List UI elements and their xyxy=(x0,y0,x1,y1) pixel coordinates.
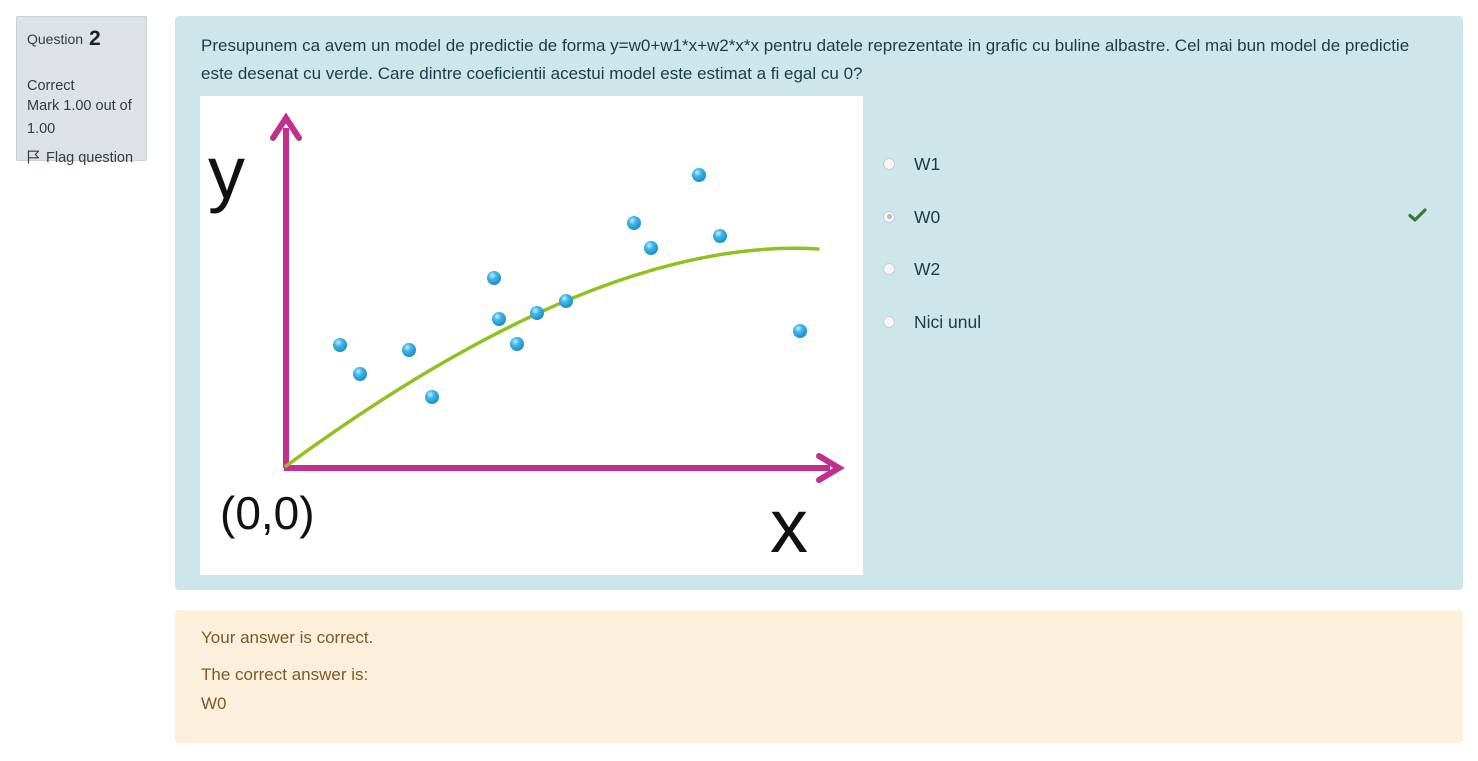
answer-option[interactable]: W1 xyxy=(883,150,1443,203)
data-point xyxy=(333,338,347,352)
x-axis-arrowhead xyxy=(816,453,845,483)
answer-radio[interactable] xyxy=(883,263,895,275)
answer-option-label: W2 xyxy=(914,259,941,279)
answer-radio[interactable] xyxy=(883,315,895,328)
model-curve xyxy=(284,246,820,468)
data-point xyxy=(510,337,524,351)
check-icon xyxy=(1408,207,1427,222)
x-axis-label: x xyxy=(770,484,808,569)
origin-label: (0,0) xyxy=(220,487,315,539)
question-number-value: 2 xyxy=(88,27,101,50)
regression-diagram: y (0,0) x xyxy=(208,112,845,569)
y-axis-arrowhead xyxy=(270,112,302,141)
data-point xyxy=(425,390,439,404)
y-axis-label: y xyxy=(208,131,245,214)
answer-option[interactable]: W0 xyxy=(883,203,1443,256)
answer-options: W1 W0 W2 Nici unul xyxy=(883,150,1443,360)
flag-icon xyxy=(27,150,40,164)
data-point xyxy=(559,294,573,308)
question-info: Question 2 Correct Mark 1.00 out of 1.00… xyxy=(16,16,147,166)
answer-option-label: Nici unul xyxy=(914,311,982,332)
flag-question-label: Flag question xyxy=(46,150,134,166)
right-answer-value: W0 xyxy=(201,694,227,713)
question-image: y (0,0) x xyxy=(200,96,863,575)
answer-option-label: W0 xyxy=(914,206,941,227)
data-point xyxy=(530,306,544,320)
data-point xyxy=(492,312,506,326)
question-label: Question xyxy=(27,31,84,47)
data-point xyxy=(627,216,641,230)
data-point xyxy=(644,241,658,255)
answer-option[interactable]: W2 xyxy=(883,255,1443,308)
data-point xyxy=(713,229,727,243)
data-point xyxy=(402,343,416,357)
feedback-text: Your answer is correct. xyxy=(201,628,374,647)
question-formulation: Presupunem ca avem un model de predictie… xyxy=(175,16,1463,590)
data-points xyxy=(333,168,807,404)
answer-radio[interactable] xyxy=(883,158,895,170)
answer-option[interactable]: Nici unul xyxy=(883,308,1443,361)
data-point xyxy=(487,271,501,285)
question-text: Presupunem ca avem un model de predictie… xyxy=(201,36,1410,83)
answer-option-label: W1 xyxy=(914,154,941,174)
data-point xyxy=(692,168,706,182)
question-grade: Mark 1.00 out of 1.00 xyxy=(27,98,132,137)
data-point xyxy=(353,367,367,381)
right-answer-label: The correct answer is: xyxy=(201,665,369,684)
question-outcome: Your answer is correct. The correct answ… xyxy=(175,610,1463,743)
data-point xyxy=(793,324,807,338)
question-number: Question 2 xyxy=(27,27,101,51)
question-state: Correct xyxy=(27,78,75,94)
answer-radio[interactable] xyxy=(883,210,895,223)
flag-question-link[interactable]: Flag question xyxy=(27,150,133,166)
